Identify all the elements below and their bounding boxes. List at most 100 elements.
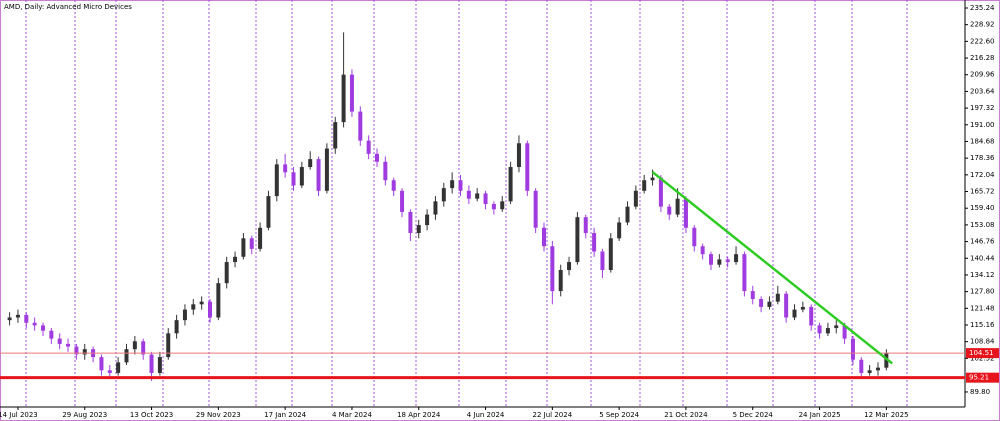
candle-body <box>775 293 780 302</box>
y-tick-label: 172.04 <box>970 171 995 179</box>
candle-body <box>124 349 129 363</box>
level-label-bg <box>966 372 999 383</box>
candle-body <box>341 74 346 123</box>
candle-body <box>74 346 79 355</box>
chart-title: AMD, Daily: Advanced Micro Devices <box>4 3 132 11</box>
candle-body <box>324 148 329 191</box>
x-tick-label: 4 Jun 2024 <box>467 411 505 419</box>
y-tick-label: 222.60 <box>970 37 995 45</box>
candle-body <box>725 259 730 263</box>
candle-body <box>458 180 463 191</box>
y-tick-label: 235.24 <box>970 4 995 12</box>
x-tick-label: 22 Jul 2024 <box>533 411 573 419</box>
candle-body <box>658 177 663 207</box>
candle-body <box>299 167 304 186</box>
candle-body <box>308 159 313 168</box>
y-tick-label: 108.84 <box>970 338 995 346</box>
candle-body <box>132 341 137 350</box>
y-tick-label: 216.28 <box>970 54 995 62</box>
candle-body <box>867 370 872 373</box>
candle-body <box>567 262 572 270</box>
y-tick-label: 134.12 <box>970 271 995 279</box>
candle-body <box>425 214 430 226</box>
candle-body <box>825 328 830 334</box>
candle-body <box>483 193 488 204</box>
candle-body <box>316 159 321 191</box>
y-tick-label: 178.36 <box>970 154 995 162</box>
candle-body <box>734 254 739 263</box>
candle-body <box>500 201 505 210</box>
candle-body <box>633 190 638 207</box>
level-label: 95.21 <box>969 374 989 382</box>
candle-body <box>441 188 446 202</box>
level-label-bg <box>966 348 999 359</box>
trend-line <box>651 171 893 365</box>
candle-body <box>608 238 613 270</box>
candle-body <box>291 172 296 186</box>
x-tick-label: 12 Mar 2025 <box>864 411 908 419</box>
candle-body <box>149 354 154 373</box>
candle-body <box>107 370 112 373</box>
candle-body <box>391 180 396 191</box>
candle-body <box>157 357 162 373</box>
candle-body <box>850 338 855 360</box>
candle-body <box>709 254 713 265</box>
x-tick-label: 17 Jan 2024 <box>264 411 307 419</box>
candle-body <box>742 254 747 292</box>
candle-body <box>800 306 805 310</box>
candle-body <box>182 309 187 321</box>
y-tick-label: 121.48 <box>970 304 995 312</box>
candle-body <box>24 314 29 323</box>
candle-body <box>433 201 438 215</box>
candle-body <box>692 227 697 247</box>
candle-body <box>784 293 789 318</box>
candle-body <box>817 325 822 334</box>
y-tick-label: 184.68 <box>970 137 995 145</box>
candle-body <box>558 269 563 292</box>
candle-body <box>383 161 388 181</box>
candle-body <box>884 353 889 368</box>
candle-body <box>116 362 121 373</box>
candle-body <box>642 180 647 191</box>
y-tick-label: 146.76 <box>970 238 995 246</box>
candle-body <box>475 193 480 199</box>
level-label: 104.51 <box>969 349 994 357</box>
candle-body <box>466 190 471 199</box>
candle-body <box>717 259 722 265</box>
candle-body <box>491 203 496 210</box>
candle-body <box>82 349 87 355</box>
candle-body <box>333 122 338 149</box>
candle-body <box>809 306 814 326</box>
candle-body <box>700 246 705 255</box>
candle-body <box>41 325 45 331</box>
y-tick-label: 89.80 <box>970 388 990 396</box>
candle-body <box>7 317 12 321</box>
candle-body <box>408 211 413 234</box>
candle-body <box>575 217 580 263</box>
candle-body <box>224 262 229 284</box>
candle-body <box>525 143 530 191</box>
x-tick-label: 29 Aug 2023 <box>62 411 107 419</box>
candle-body <box>876 367 880 371</box>
candle-body <box>349 74 354 112</box>
candle-body <box>66 343 71 347</box>
y-tick-label: 209.96 <box>970 71 995 79</box>
candle-body <box>767 301 772 307</box>
x-tick-label: 24 Jan 2025 <box>799 411 841 419</box>
y-tick-label: 153.08 <box>970 221 995 229</box>
candle-body <box>533 190 538 228</box>
candle-body <box>792 309 797 318</box>
candle-body <box>683 198 688 228</box>
y-tick-label: 159.40 <box>970 204 995 212</box>
candle-body <box>842 325 847 339</box>
y-tick-label: 127.80 <box>970 288 995 296</box>
y-tick-label: 102.52 <box>970 354 995 362</box>
candle-body <box>174 320 179 334</box>
candle-body <box>99 357 104 371</box>
candle-body <box>592 233 597 252</box>
y-tick-label: 165.72 <box>970 188 995 196</box>
x-tick-label: 18 Apr 2024 <box>397 411 441 419</box>
candle-body <box>675 198 680 215</box>
candle-body <box>258 227 263 249</box>
